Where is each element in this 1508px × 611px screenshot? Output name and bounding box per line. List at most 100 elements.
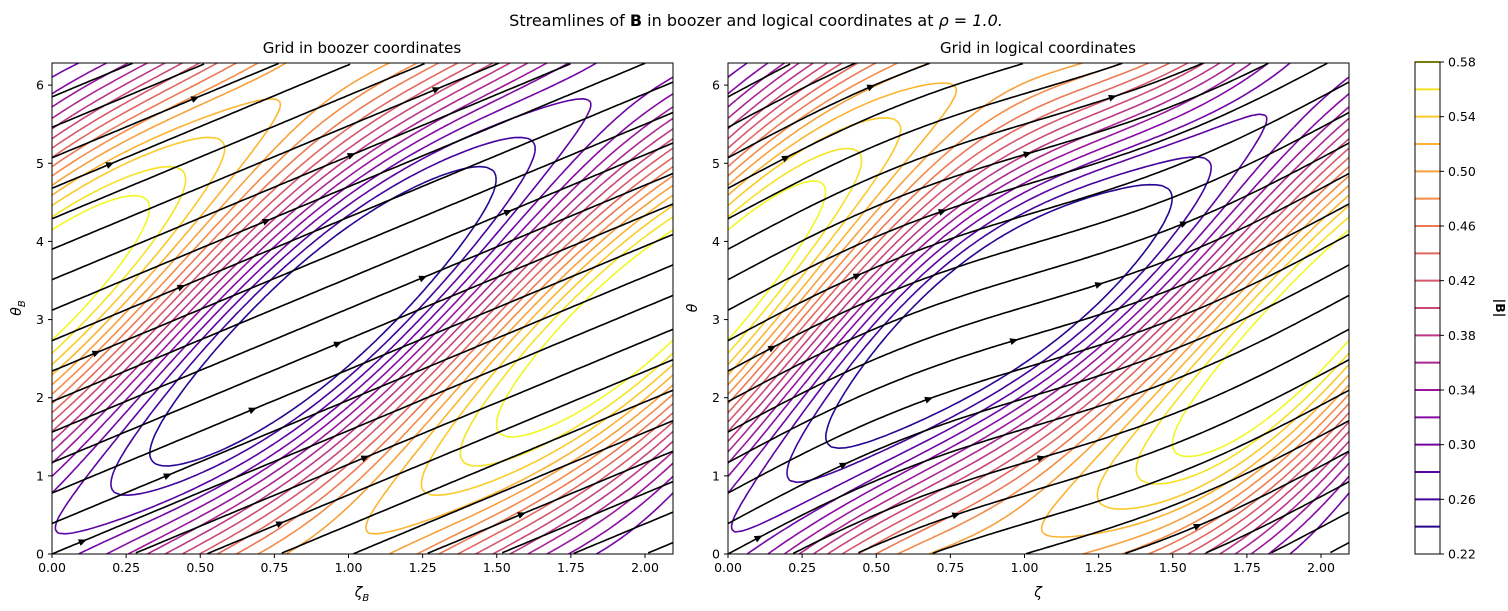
streamline-4 [728,172,1349,433]
logical-y-axis-label: θ [685,303,701,312]
colorbar-tick-label: 0.38 [1448,328,1476,343]
boozer-panel-title: Grid in boozer coordinates [263,39,462,57]
streamline-arrow-6 [767,345,777,353]
contour-level-17 [52,194,673,438]
boozer-y-ticks: 0 1 2 3 4 5 6 [36,78,52,562]
streamline-arrow-11 [517,512,526,519]
contour-level-6 [728,63,1349,554]
boozer-streamlines [52,63,673,554]
contour-level-15 [728,117,1349,510]
streamline-1 [728,264,1349,525]
colorbar-label: |B| [1493,299,1508,318]
streamline-arrow-9 [1023,151,1032,159]
contour-level-5 [52,63,673,554]
y-tick-label: 4 [36,234,44,249]
contour-level-1 [786,156,1212,484]
streamline-arrow-4 [418,275,428,283]
streamline-arrow-4 [1094,282,1104,289]
boozer-x-axis-symbol: ζ [354,585,364,601]
streamline-arrow-0 [77,539,87,546]
contour-level-13 [728,63,1349,554]
x-tick-label: 0.75 [936,560,964,575]
streamline-arrow-8 [261,219,271,226]
y-tick-label: 4 [712,234,720,249]
contour-level-14 [52,98,673,535]
streamline-2 [52,233,673,494]
boozer-y-axis-subscript: B [17,300,28,307]
suptitle-rho: ρ = 1.0. [939,11,1003,30]
streamline-arrow-2 [248,407,257,415]
x-tick-label: 1.75 [1233,560,1261,575]
streamline-12 [52,63,673,554]
y-tick-label: 6 [712,78,720,93]
contour-level-8 [52,63,673,554]
contour-level-1 [110,136,536,496]
streamline-arrow-13 [190,96,200,103]
streamline-7 [728,81,1349,342]
contour-level-8 [728,63,1349,554]
logical-panel-title: Grid in logical coordinates [940,39,1136,57]
colorbar-tick-label: 0.34 [1448,383,1476,398]
streamline-arrow-6 [91,350,101,358]
streamline-1 [52,264,673,525]
streamline-arrow-10 [1108,94,1117,102]
x-tick-label: 1.25 [1085,560,1113,575]
boozer-x-axis-subscript: B [362,593,369,604]
streamline-8 [52,63,673,554]
colorbar-tick-label: 0.54 [1448,109,1476,124]
streamline-arrow-13 [866,84,876,92]
boozer-y-axis-label: θB [9,300,28,316]
x-tick-label: 1.00 [1011,560,1039,575]
y-tick-label: 1 [36,468,44,483]
streamline-10 [52,63,673,554]
y-tick-label: 5 [36,156,44,171]
y-tick-label: 2 [36,390,44,405]
streamline-11 [728,63,1349,554]
streamline-3 [728,203,1349,464]
streamline-arrow-14 [951,512,961,520]
contour-level-6 [52,63,673,554]
streamline-13 [728,63,1349,554]
contour-level-11 [52,63,673,554]
x-tick-label: 0.50 [862,560,890,575]
figure-suptitle: Streamlines of B in boozer and logical c… [509,11,1003,30]
streamline-arrow-9 [346,153,356,160]
streamline-arrow-10 [431,87,441,94]
colorbar-level-lines [1415,61,1440,528]
y-tick-label: 1 [712,468,720,483]
contour-level-9 [52,63,673,554]
streamline-15 [52,63,673,554]
streamline-arrow-8 [937,209,947,216]
streamline-6 [52,111,673,372]
streamline-14 [728,63,1349,554]
x-tick-label: 0.00 [38,560,66,575]
streamline-14 [52,63,673,554]
streamline-5 [52,142,673,403]
x-tick-label: 2.00 [1307,560,1335,575]
streamline-arrow-11 [1193,524,1202,531]
streamline-9 [52,63,673,554]
streamline-9 [728,63,1349,554]
boozer-x-ticks: 0.00 0.25 0.50 0.75 1.00 1.25 1.50 1.75 2.00 [38,554,659,575]
suptitle-middle: in boozer and logical coordinates at [642,11,938,30]
logical-x-axis-symbol: ζ [1033,585,1043,601]
y-tick-label: 2 [712,390,720,405]
contour-level-3 [728,63,1349,554]
contour-level-2 [54,98,592,535]
boozer-plot-frame [51,62,674,555]
colorbar-tick-label: 0.26 [1448,492,1476,507]
suptitle-prefix: Streamlines of [509,11,630,30]
contour-level-5 [728,63,1349,554]
x-tick-label: 0.25 [112,560,140,575]
x-tick-label: 2.00 [631,560,659,575]
logical-panel: Grid in logical coordinates 0.00 0.25 0.50… [685,39,1350,601]
logical-y-axis-symbol: θ [685,303,701,312]
streamline-4 [52,172,673,433]
colorbar-tick-label: 0.46 [1448,219,1476,234]
x-tick-label: 1.75 [557,560,585,575]
colorbar-tick-label: 0.42 [1448,273,1476,288]
contour-level-13 [52,63,673,554]
logical-plot-frame [727,62,1350,555]
logical-x-axis-label: ζ [1033,585,1043,601]
colorbar-tick-label: 0.30 [1448,437,1476,452]
